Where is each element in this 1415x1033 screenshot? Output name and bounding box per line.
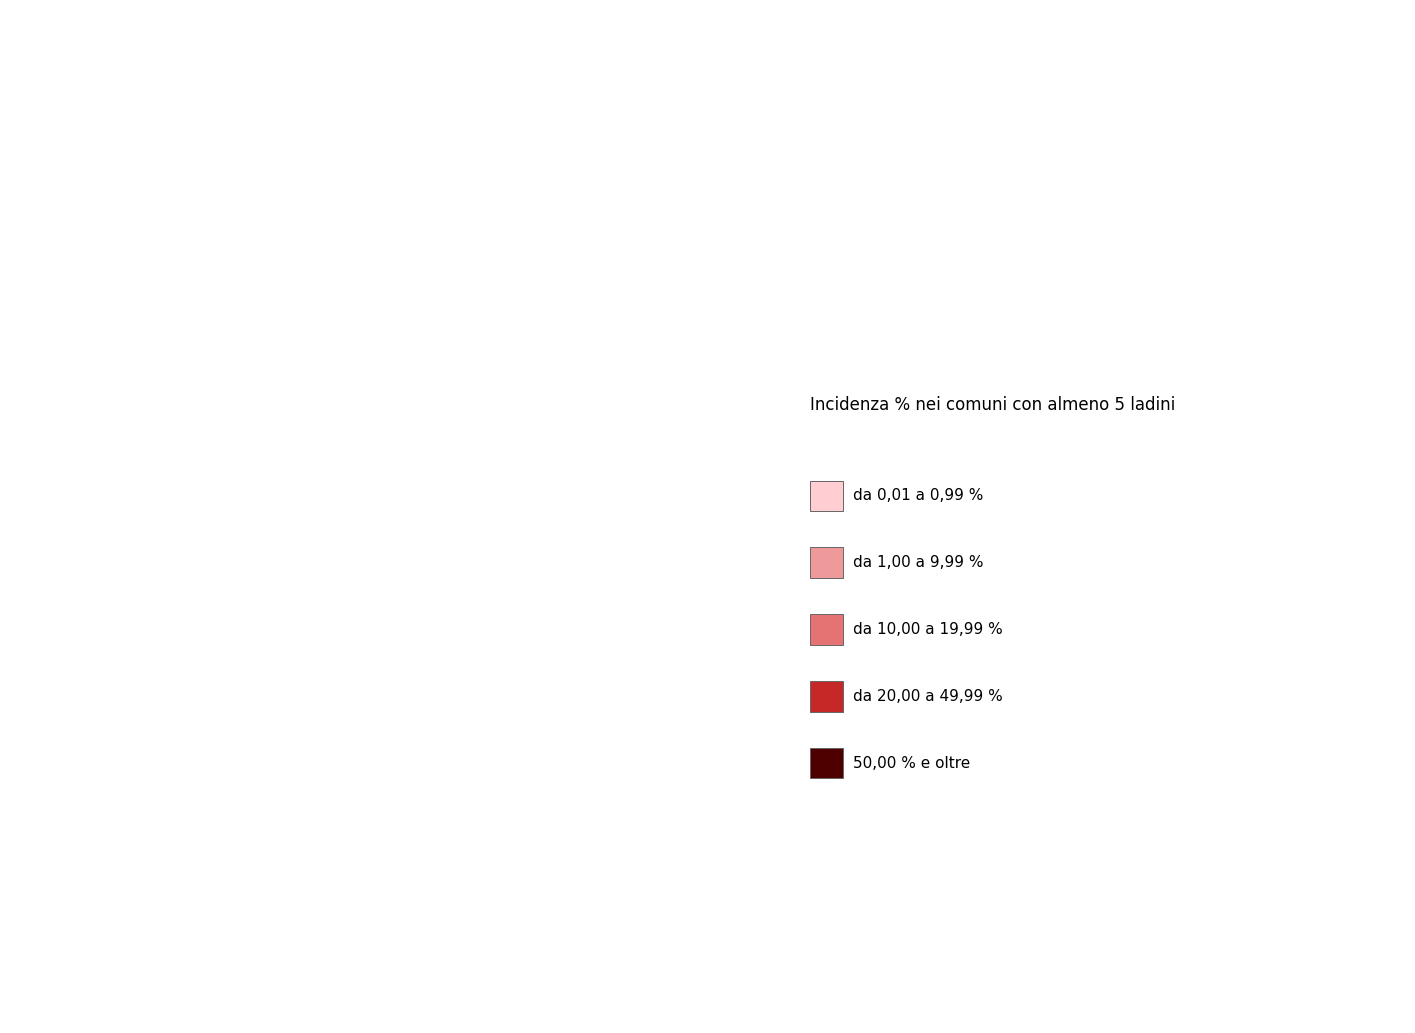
Text: da 20,00 a 49,99 %: da 20,00 a 49,99 % <box>853 689 1003 703</box>
Text: 50,00 % e oltre: 50,00 % e oltre <box>853 755 971 771</box>
Text: da 0,01 a 0,99 %: da 0,01 a 0,99 % <box>853 489 983 503</box>
FancyBboxPatch shape <box>811 547 843 578</box>
Text: Incidenza % nei comuni con almeno 5 ladini: Incidenza % nei comuni con almeno 5 ladi… <box>811 396 1176 414</box>
FancyBboxPatch shape <box>811 480 843 511</box>
FancyBboxPatch shape <box>811 681 843 712</box>
FancyBboxPatch shape <box>811 748 843 779</box>
Text: da 1,00 a 9,99 %: da 1,00 a 9,99 % <box>853 555 983 570</box>
FancyBboxPatch shape <box>811 614 843 645</box>
Text: da 10,00 a 19,99 %: da 10,00 a 19,99 % <box>853 622 1003 637</box>
